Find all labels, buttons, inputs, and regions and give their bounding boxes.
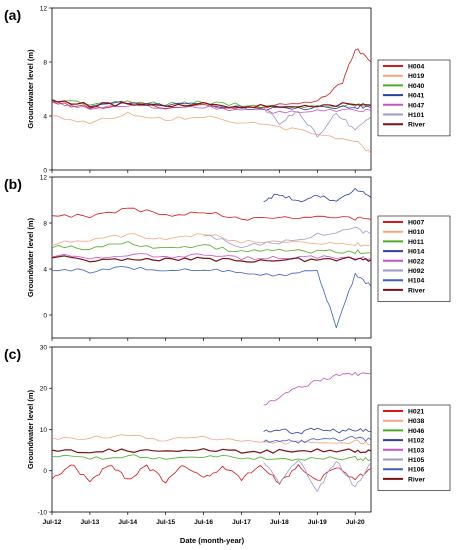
- legend-entry-h014: H014: [408, 249, 424, 256]
- y-tick-label: -10: [38, 509, 48, 516]
- legend-entry-h022: H022: [408, 258, 424, 265]
- legend: H021 H038 H046 H102 H103 H105 H106 River: [377, 404, 451, 491]
- series-line-h104: [52, 266, 371, 329]
- series-line-h004: [52, 48, 371, 109]
- y-tick-label: 4: [43, 266, 47, 273]
- panel-2: (c) -10 0 10 20 30 Groundwater level (m) Jul-12…: [4, 344, 451, 526]
- series-group: [52, 371, 371, 493]
- y-axis-title: Groundwater level (m): [26, 217, 35, 297]
- series-line-river: [52, 448, 371, 454]
- legend-entry-h010: H010: [408, 229, 424, 236]
- legend-entry-h038: H038: [408, 418, 424, 425]
- x-tick-label: Jul-15: [156, 519, 175, 526]
- y-tick-label: 10: [40, 427, 48, 434]
- series-line-h103: [263, 371, 371, 406]
- legend-entry-h004: H004: [408, 64, 424, 71]
- legend-entry-h104: H104: [408, 278, 424, 285]
- x-tick-label: Jul-12: [43, 519, 62, 526]
- legend-entry-h092: H092: [408, 268, 424, 275]
- y-axis-title: Groundwater level (m): [26, 389, 35, 469]
- series-line-h041: [52, 100, 371, 111]
- legend-entry-h103: H103: [408, 447, 424, 454]
- plot-frame: [51, 346, 372, 513]
- series-line-h014: [263, 188, 371, 203]
- panel-label: (a): [4, 7, 21, 23]
- series-group: [52, 188, 371, 329]
- x-tick-label: Jul-19: [308, 519, 327, 526]
- series-line-h007: [52, 207, 371, 221]
- legend-entry-h007: H007: [408, 220, 424, 227]
- series-group: [52, 48, 371, 155]
- series-line-h102: [263, 427, 371, 435]
- legend: H004 H019 H040 H041 H047 H101 River: [377, 59, 451, 137]
- series-line-h101: [263, 106, 371, 138]
- legend-entry-h011: H011: [408, 239, 424, 246]
- plot-frame: [51, 7, 372, 171]
- y-tick-label: 20: [40, 386, 48, 393]
- legend-entry-river: River: [408, 287, 425, 294]
- series-line-h019: [52, 111, 371, 155]
- legend-entry-h101: H101: [408, 112, 424, 119]
- legend-entry-h040: H040: [408, 83, 424, 90]
- series-line-h106: [263, 435, 371, 444]
- y-tick-label: 4: [43, 113, 47, 120]
- series-line-h046: [52, 454, 371, 461]
- series-line-h021: [52, 464, 371, 485]
- legend-entry-h105: H105: [408, 457, 424, 464]
- x-tick-label: Jul-13: [81, 519, 100, 526]
- y-tick-label: 8: [43, 59, 47, 66]
- panel-label: (c): [4, 346, 21, 362]
- series-line-river: [52, 99, 371, 109]
- chart-panels: (a) 0 4 8 12 Groundwater level (m) H004 H019 H04…: [4, 5, 451, 526]
- legend-entry-h041: H041: [408, 93, 424, 100]
- series-line-h092: [203, 226, 371, 248]
- legend-entry-river: River: [408, 476, 425, 483]
- legend-entry-h102: H102: [408, 438, 424, 445]
- y-tick-label: 12: [40, 5, 48, 12]
- legend-entry-h046: H046: [408, 428, 424, 435]
- panel-0: (a) 0 4 8 12 Groundwater level (m) H004 H019 H04…: [4, 5, 451, 174]
- legend-box: [377, 215, 451, 302]
- y-tick-label: 8: [43, 220, 47, 227]
- legend-entry-h019: H019: [408, 73, 424, 80]
- legend-box: [377, 404, 451, 491]
- y-tick-label: 12: [40, 174, 48, 181]
- series-line-river: [52, 255, 371, 263]
- x-tick-label: Jul-14: [118, 519, 137, 526]
- legend-entry-h021: H021: [408, 409, 424, 416]
- series-line-h038: [52, 434, 371, 446]
- panel-label: (b): [4, 176, 22, 192]
- series-line-h105: [263, 459, 371, 493]
- legend: H007 H010 H011 H014 H022 H092 H104 River: [377, 215, 451, 302]
- y-tick-label: 0: [43, 312, 47, 319]
- y-tick-label: 0: [43, 167, 47, 174]
- y-tick-label: 0: [43, 468, 47, 475]
- series-line-h011: [52, 241, 371, 254]
- y-axis-title: Groundwater level (m): [26, 49, 35, 129]
- x-tick-label: Jul-20: [346, 519, 365, 526]
- x-tick-label: Jul-16: [194, 519, 213, 526]
- x-tick-label: Jul-17: [232, 519, 251, 526]
- legend-entry-river: River: [408, 122, 425, 129]
- panel-1: (b) 0 4 8 12 Groundwater level (m) H007 H010 H01…: [4, 174, 451, 341]
- legend-entry-h106: H106: [408, 467, 424, 474]
- x-axis-title: Date (month-year): [180, 536, 245, 545]
- series-line-h047: [52, 101, 371, 114]
- x-tick-label: Jul-18: [270, 519, 289, 526]
- legend-entry-h047: H047: [408, 102, 424, 109]
- series-line-h022: [52, 253, 371, 261]
- y-tick-label: 30: [40, 344, 48, 351]
- series-line-h010: [52, 233, 371, 247]
